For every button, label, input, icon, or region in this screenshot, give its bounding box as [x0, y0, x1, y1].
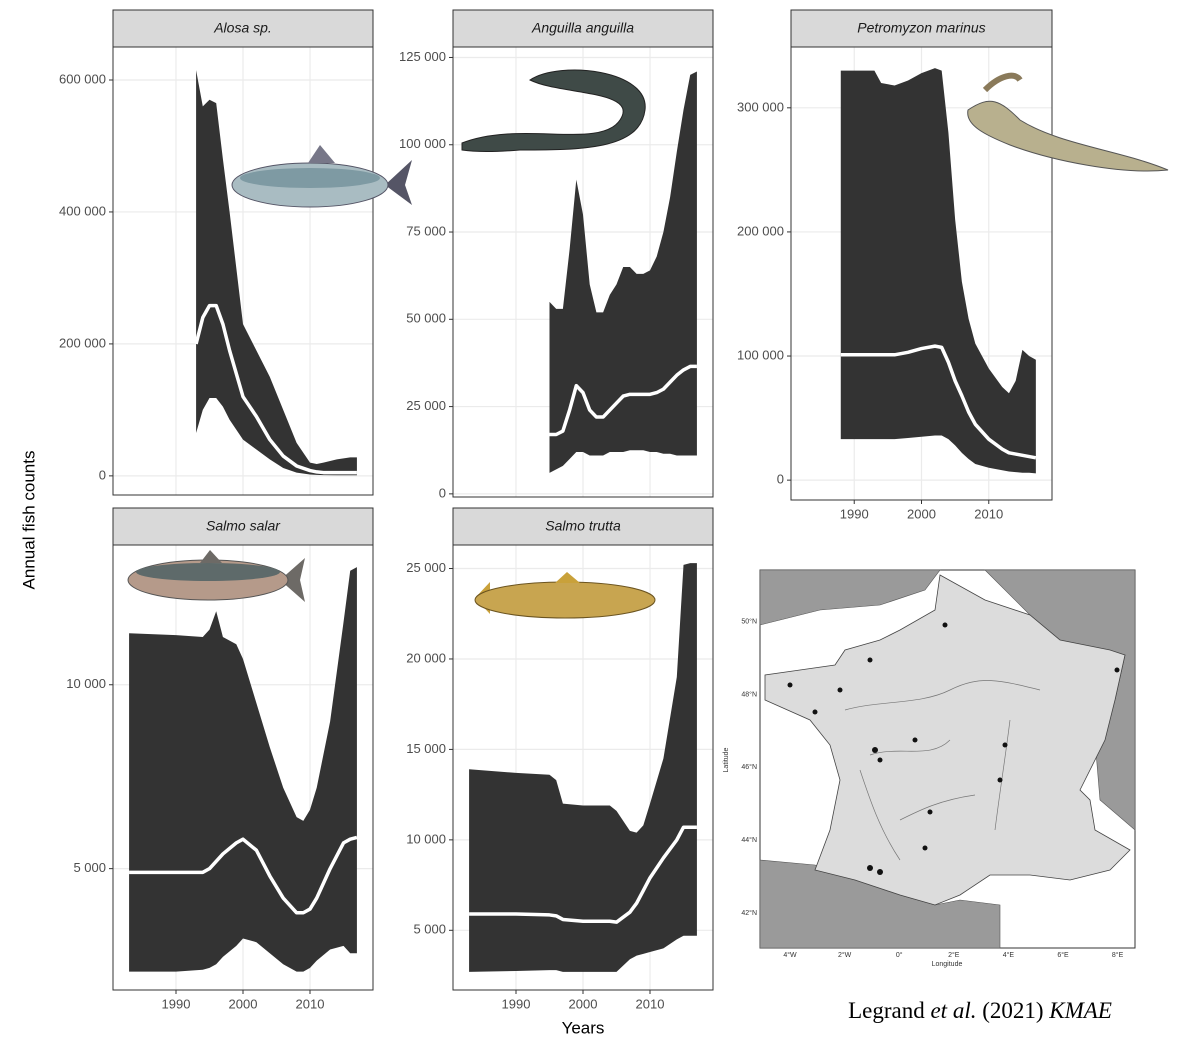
ribbon	[840, 68, 1036, 474]
y-tick-label: 200 000	[59, 335, 106, 350]
mean-line	[194, 303, 357, 475]
plot-border	[112, 544, 374, 991]
strip-title: Anguilla anguilla	[531, 20, 634, 36]
map: 42°N 44°N 46°N 48°N 50°N 4°W 2°W 0° 2°E 4°E 6°E 8°E…	[723, 569, 1136, 968]
plot-border	[112, 46, 374, 496]
land-uk	[759, 569, 941, 626]
strip	[112, 9, 374, 48]
y-tick-label: 400 000	[59, 203, 106, 218]
fish-eel	[461, 69, 646, 152]
x-tick-label: 2010	[636, 996, 665, 1011]
y-tick-label: 5 000	[73, 860, 106, 875]
fish-alosa	[231, 145, 412, 208]
y-tick-label: 20 000	[406, 650, 446, 665]
strip	[452, 9, 714, 48]
y-tick-label: 0	[99, 467, 106, 482]
y-tick-label: 10 000	[406, 831, 446, 846]
mean-line	[549, 364, 697, 437]
y-tick-label: 125 000	[399, 49, 446, 64]
x-tick-label: 2000	[569, 996, 598, 1011]
x-axis-title: Years	[562, 1018, 605, 1037]
ribbon	[549, 71, 697, 473]
y-tick-label: 0	[777, 472, 784, 487]
x-tick-label: 2000	[907, 506, 936, 521]
y-tick-label: 100 000	[399, 136, 446, 151]
y-axis-title: Annual fish counts	[19, 451, 38, 590]
panel: Salmo salar 5 000 10 000 1990 2000 2010	[66, 507, 374, 1011]
y-tick-label: 10 000	[66, 676, 106, 691]
strip-title: Petromyzon marinus	[857, 20, 985, 36]
map-lat-label: 44°N	[741, 836, 757, 844]
map-lat-label: 46°N	[741, 763, 757, 771]
y-tick-label: 25 000	[406, 560, 446, 575]
panel: Alosa sp. 0 200 000 400 000 600 000	[59, 9, 374, 496]
strip-title: Salmo salar	[206, 518, 281, 534]
strip	[790, 9, 1053, 48]
fish-salmon	[127, 550, 305, 602]
plot-border	[452, 544, 714, 991]
plot-border	[452, 46, 714, 498]
y-tick-label: 0	[439, 485, 446, 500]
plot-border	[790, 46, 1053, 501]
panel: Anguilla anguilla 0 25 000 50 000 75 000 100 …	[399, 9, 714, 500]
x-tick-label: 2010	[974, 506, 1003, 521]
map-lon-label: 4°W	[783, 951, 797, 959]
map-lon-label: 0°	[896, 951, 903, 959]
map-lon-label: 6°E	[1057, 951, 1069, 959]
y-tick-label: 75 000	[406, 223, 446, 238]
x-tick-label: 1990	[840, 506, 869, 521]
strip-title: Alosa sp.	[213, 20, 272, 36]
strip	[112, 507, 374, 546]
panels: Alosa sp. 0 200 000 400 000 600 000 Anguilla …	[59, 9, 1053, 1011]
strip	[452, 507, 714, 546]
y-tick-label: 50 000	[406, 311, 446, 326]
y-tick-label: 600 000	[59, 71, 106, 86]
map-lat-label: 42°N	[741, 909, 757, 917]
x-tick-label: 2010	[296, 996, 325, 1011]
y-tick-label: 100 000	[737, 347, 784, 362]
map-lat-label: 50°N	[741, 618, 757, 626]
y-tick-label: 300 000	[737, 99, 784, 114]
ribbon	[129, 567, 357, 972]
caption-part: (2021)	[976, 998, 1049, 1023]
map-lon-label: 8°E	[1112, 951, 1124, 959]
sites	[787, 622, 1120, 875]
panel: Salmo trutta 5 000 10 000 15 000 20 000 25 00…	[406, 507, 714, 1011]
x-tick-label: 1990	[502, 996, 531, 1011]
map-lat-label: 48°N	[741, 690, 757, 698]
map-x-title: Longitude	[932, 961, 963, 968]
map-lon-label: 4°E	[1003, 951, 1015, 959]
caption-part: et al.	[930, 998, 976, 1023]
land-france	[764, 574, 1131, 906]
y-tick-label: 25 000	[406, 398, 446, 413]
mean-line	[129, 835, 358, 915]
fish-trout	[474, 572, 656, 619]
caption: Legrand et al. (2021) KMAE	[848, 998, 1112, 1023]
fish-lamprey	[967, 72, 1169, 172]
y-tick-label: 200 000	[737, 223, 784, 238]
rivers	[844, 680, 1041, 861]
x-tick-label: 1990	[162, 996, 191, 1011]
map-y-title: Latitude	[723, 747, 730, 772]
mean-line	[469, 825, 697, 924]
y-tick-label: 5 000	[413, 922, 446, 937]
map-lon-label: 2°W	[838, 951, 852, 959]
map-lon-label: 2°E	[948, 951, 960, 959]
caption-part: KMAE	[1048, 998, 1112, 1023]
ribbon	[469, 563, 697, 972]
x-tick-label: 2000	[229, 996, 258, 1011]
y-tick-label: 15 000	[406, 741, 446, 756]
mean-line	[840, 344, 1037, 460]
caption-part: Legrand	[848, 998, 930, 1023]
strip-title: Salmo trutta	[545, 518, 621, 534]
